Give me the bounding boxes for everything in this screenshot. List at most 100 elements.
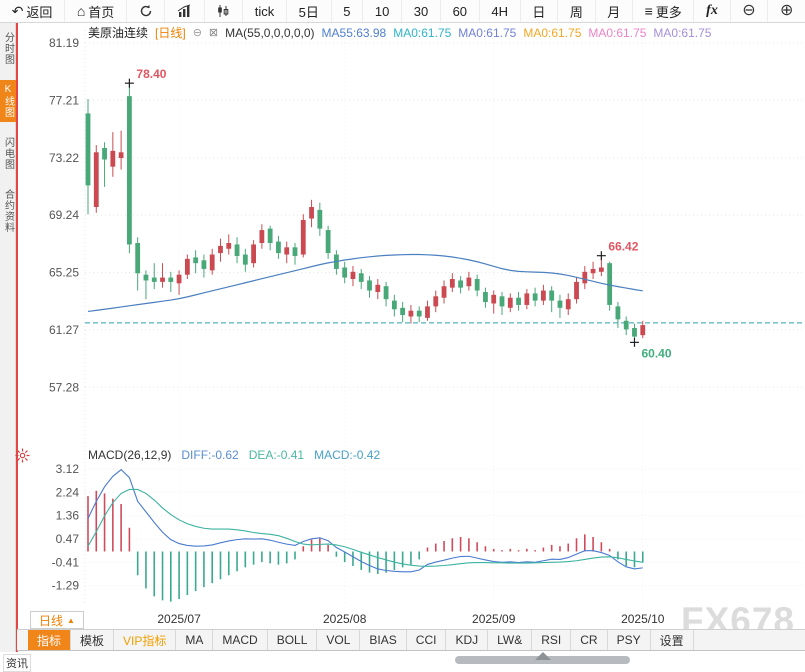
period-month-button[interactable]: 月 xyxy=(596,0,633,22)
sidebar-item-lightning[interactable]: 闪电图 xyxy=(2,137,14,170)
refresh-button[interactable] xyxy=(127,0,166,22)
svg-text:65.25: 65.25 xyxy=(49,266,79,280)
tab-settings[interactable]: 设置 xyxy=(651,630,694,650)
period-5d-button[interactable]: 5日 xyxy=(287,0,332,22)
home-button[interactable]: ⌂ 首页 xyxy=(65,0,127,22)
ma0-value-3: MA0:61.75 xyxy=(523,25,582,40)
tab-rsi[interactable]: RSI xyxy=(532,630,572,650)
tab-psy[interactable]: PSY xyxy=(608,630,651,650)
ma-settings-icon[interactable]: ⊠ xyxy=(208,27,219,39)
macd-legend: MACD(26,12,9) DIFF:-0.62 DEA:-0.41 MACD:… xyxy=(88,448,380,462)
svg-text:78.40: 78.40 xyxy=(136,67,166,81)
fx-button[interactable]: fx xyxy=(694,0,731,22)
macd-settings-label[interactable]: MACD(26,12,9) xyxy=(88,448,172,462)
zoom-in-button[interactable]: ⊕ xyxy=(768,0,805,22)
more-label: 更多 xyxy=(655,4,682,20)
top-toolbar: ↶ 返回 ⌂ 首页 tick 5日 5 10 xyxy=(0,0,805,23)
svg-text:73.22: 73.22 xyxy=(49,151,79,165)
tab-bar-filler xyxy=(694,630,805,650)
refresh-icon xyxy=(140,5,151,17)
bar-chart-icon xyxy=(177,4,191,17)
svg-text:81.19: 81.19 xyxy=(49,36,79,50)
svg-text:-0.41: -0.41 xyxy=(52,555,80,569)
sidebar-item-timeshare[interactable]: 分时图 xyxy=(2,32,14,65)
svg-text:2025/07: 2025/07 xyxy=(157,612,201,626)
collapse-handle-icon[interactable] xyxy=(535,652,551,660)
svg-text:0.47: 0.47 xyxy=(56,532,80,546)
tick-button[interactable]: tick xyxy=(243,0,287,22)
svg-text:3.12: 3.12 xyxy=(56,462,80,476)
chart-legend: 美原油连续 [日线] ⊖ ⊠ MA(55,0,0,0,0,0) MA55:63.… xyxy=(88,24,711,41)
candlestick-button[interactable] xyxy=(205,0,244,22)
ma-settings-label[interactable]: MA(55,0,0,0,0,0) xyxy=(225,25,315,40)
more-button[interactable]: ≡ 更多 xyxy=(633,0,695,22)
period-60-button[interactable]: 60 xyxy=(441,0,480,22)
tab-vip-indicators[interactable]: VIP指标 xyxy=(114,630,177,650)
indicator-settings-icon[interactable] xyxy=(15,448,30,468)
diff-value: DIFF:-0.62 xyxy=(181,448,239,462)
tab-indicators[interactable]: 指标 xyxy=(28,630,72,650)
period-4h-button[interactable]: 4H xyxy=(480,0,521,22)
tab-bias[interactable]: BIAS xyxy=(360,630,407,650)
ma0-value-5: MA0:61.75 xyxy=(653,25,712,40)
period-10-button[interactable]: 10 xyxy=(363,0,403,22)
period-week-button[interactable]: 周 xyxy=(558,0,596,22)
svg-text:77.21: 77.21 xyxy=(49,93,79,107)
candlestick-icon xyxy=(218,5,229,17)
ma0-value-1: MA0:61.75 xyxy=(393,25,452,40)
svg-text:1.36: 1.36 xyxy=(56,509,80,523)
svg-text:60.40: 60.40 xyxy=(641,346,671,360)
svg-text:2025/08: 2025/08 xyxy=(323,612,367,626)
collapse-pane-icon[interactable]: ⊖ xyxy=(192,27,202,39)
svg-text:66.42: 66.42 xyxy=(608,240,638,254)
zoom-out-icon: ⊖ xyxy=(742,2,756,19)
symbol-name: 美原油连续 xyxy=(88,26,149,40)
caret-up-icon: ▲ xyxy=(67,615,75,625)
back-icon: ↶ xyxy=(11,3,24,19)
period-day-button[interactable]: 日 xyxy=(521,0,559,22)
tab-cr[interactable]: CR xyxy=(571,630,608,650)
ma55-value: MA55:63.98 xyxy=(321,25,387,40)
tab-macd[interactable]: MACD xyxy=(213,630,268,650)
tick-label: tick xyxy=(254,3,275,19)
back-button[interactable]: ↶ 返回 xyxy=(0,0,66,22)
active-pane-indicator xyxy=(16,22,18,652)
home-icon: ⌂ xyxy=(76,3,86,19)
period-30-button[interactable]: 30 xyxy=(402,0,441,22)
horizontal-scrollbar-thumb[interactable] xyxy=(455,652,630,664)
tab-cci[interactable]: CCI xyxy=(407,630,447,650)
period-tag: [日线] xyxy=(155,26,186,40)
back-label: 返回 xyxy=(26,4,53,20)
svg-text:2025/10: 2025/10 xyxy=(621,612,665,626)
tab-vol[interactable]: VOL xyxy=(317,630,361,650)
sidebar-item-contract-info[interactable]: 合约资料 xyxy=(2,189,14,233)
ma0-value-4: MA0:61.75 xyxy=(588,25,647,40)
zoom-out-button[interactable]: ⊖ xyxy=(731,0,769,22)
svg-text:-1.29: -1.29 xyxy=(52,579,80,593)
svg-text:57.28: 57.28 xyxy=(49,380,79,394)
left-sidebar: 分时图 K线图 闪电图 合约资料 xyxy=(0,22,16,669)
line-chart-button[interactable] xyxy=(165,0,205,22)
svg-text:69.24: 69.24 xyxy=(49,208,79,222)
svg-text:2025/09: 2025/09 xyxy=(472,612,516,626)
tab-kdj[interactable]: KDJ xyxy=(446,630,489,650)
tab-boll[interactable]: BOLL xyxy=(268,630,318,650)
tab-ma[interactable]: MA xyxy=(176,630,214,650)
macd-value: MACD:-0.42 xyxy=(314,448,381,462)
period-selector[interactable]: 日线 ▲ xyxy=(30,611,84,629)
period-selector-label: 日线 xyxy=(39,613,64,628)
news-tab[interactable]: 资讯 xyxy=(3,654,31,672)
fx-label: fx xyxy=(706,3,718,18)
home-label: 首页 xyxy=(88,4,115,20)
ma0-value-2: MA0:61.75 xyxy=(458,25,517,40)
indicator-tab-bar: 指标 模板 VIP指标 MA MACD BOLL VOL BIAS CCI KD… xyxy=(17,629,805,651)
bottom-strip: 资讯 xyxy=(0,652,805,672)
sidebar-item-kline[interactable]: K线图 xyxy=(0,80,16,122)
hamburger-icon: ≡ xyxy=(644,3,653,19)
tab-templates[interactable]: 模板 xyxy=(71,630,115,650)
tab-lwr[interactable]: LW& xyxy=(488,630,533,650)
svg-text:61.27: 61.27 xyxy=(49,323,79,337)
period-5-button[interactable]: 5 xyxy=(332,0,364,22)
svg-text:2.24: 2.24 xyxy=(56,485,80,499)
